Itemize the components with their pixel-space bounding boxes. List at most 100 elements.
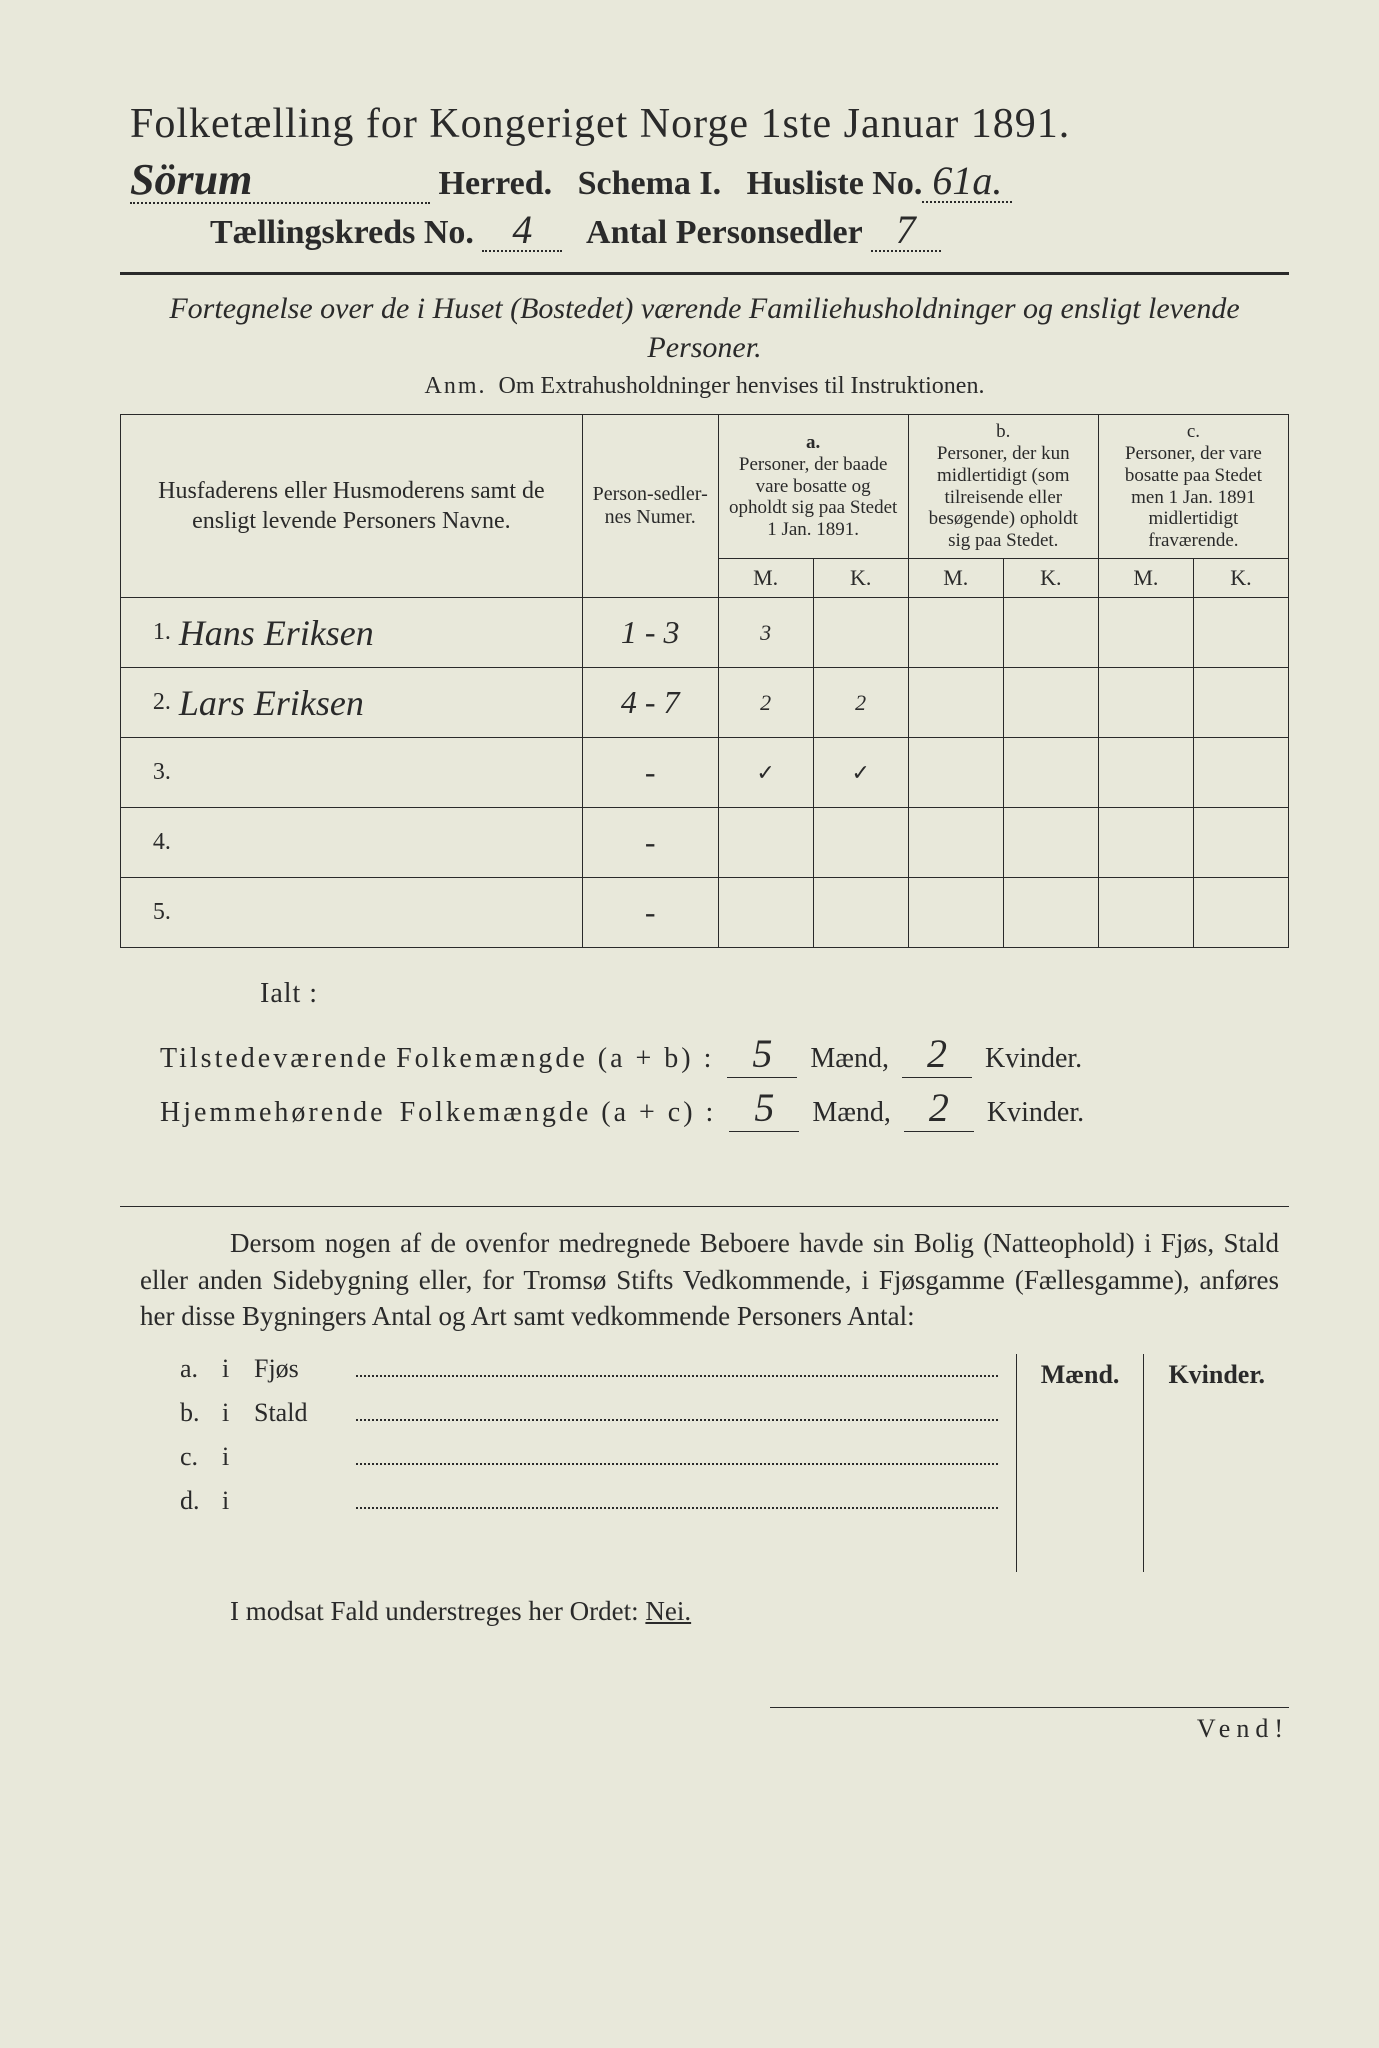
kreds-label: Tællingskreds No. bbox=[210, 214, 474, 251]
bldg-b-i: i bbox=[222, 1398, 242, 1428]
table-row: 5.- bbox=[121, 878, 1289, 948]
col-a-text: Personer, der baade vare bosatte og opho… bbox=[729, 454, 897, 541]
mk-kvinder: Kvinder. bbox=[1144, 1354, 1289, 1396]
husliste-label: Husliste No. bbox=[747, 165, 923, 202]
row-persnum: - bbox=[582, 738, 718, 808]
row-persnum: - bbox=[582, 878, 718, 948]
col-num: Person-sedler-nes Numer. bbox=[582, 415, 718, 598]
row-a-m: ✓ bbox=[718, 738, 813, 808]
nei-text: Nei. bbox=[645, 1596, 691, 1626]
row-name bbox=[175, 808, 582, 878]
sum1-a: Tilstedeværende bbox=[160, 1043, 389, 1074]
divider-2 bbox=[120, 1206, 1289, 1207]
row-name: Hans Eriksen bbox=[175, 598, 582, 668]
row-b-m bbox=[908, 598, 1003, 668]
col-a-label: a. bbox=[806, 432, 820, 453]
mk-table: Mænd. Kvinder. bbox=[1016, 1354, 1289, 1572]
col-a-m: M. bbox=[718, 559, 813, 598]
header-line-2: Tællingskreds No. 4 Antal Personsedler 7 bbox=[120, 210, 1289, 252]
row-name: Lars Eriksen bbox=[175, 668, 582, 738]
anm-line: Anm. Om Extrahusholdninger henvises til … bbox=[120, 373, 1289, 400]
col-b-h: b. Personer, der kun midlertidigt (som t… bbox=[908, 415, 1098, 559]
table-row: 4. - bbox=[121, 808, 1289, 878]
herred-label: Herred. bbox=[439, 165, 553, 202]
row-a-k bbox=[813, 808, 908, 878]
row-b-m bbox=[908, 808, 1003, 878]
bldg-b-n: Stald bbox=[254, 1398, 344, 1428]
mk-c-k bbox=[1144, 1484, 1289, 1528]
table-row: 1.Hans Eriksen1 - 33 bbox=[121, 598, 1289, 668]
modsat-line: I modsat Fald understreges her Ordet: Ne… bbox=[120, 1596, 1289, 1627]
table-row: 3.-✓✓ bbox=[121, 738, 1289, 808]
mk-b-m bbox=[1016, 1440, 1144, 1484]
row-persnum: 1 - 3 bbox=[582, 598, 718, 668]
row-persnum: - bbox=[582, 808, 718, 878]
table-row: 2.Lars Eriksen4 - 722 bbox=[121, 668, 1289, 738]
divider-1 bbox=[120, 272, 1289, 275]
row-a-m bbox=[718, 878, 813, 948]
mk-c-m bbox=[1016, 1484, 1144, 1528]
col-a-h: a. Personer, der baade vare bosatte og o… bbox=[718, 415, 908, 559]
row-c-k bbox=[1193, 808, 1288, 878]
modsat-text: I modsat Fald understreges her Ordet: bbox=[230, 1596, 639, 1626]
sum1-m: 5 bbox=[727, 1030, 797, 1078]
paper-sheet: Folketælling for Kongeriget Norge 1ste J… bbox=[120, 100, 1289, 2028]
dersom-text: Dersom nogen af de ovenfor medregnede Be… bbox=[120, 1225, 1289, 1334]
row-c-k bbox=[1193, 598, 1288, 668]
bldg-d-dots bbox=[356, 1491, 998, 1509]
col-c-m: M. bbox=[1098, 559, 1193, 598]
row-c-m bbox=[1098, 808, 1193, 878]
row-c-m bbox=[1098, 598, 1193, 668]
row-a-m bbox=[718, 808, 813, 878]
col-a-k: K. bbox=[813, 559, 908, 598]
maend-label-1: Mænd, bbox=[810, 1043, 889, 1074]
row-num: 2. bbox=[121, 668, 175, 738]
sum1-k: 2 bbox=[902, 1030, 972, 1078]
bldg-a-n: Fjøs bbox=[254, 1354, 344, 1384]
bldg-a-dots bbox=[356, 1359, 998, 1377]
col-c-label: c. bbox=[1187, 421, 1200, 442]
mk-maend: Mænd. bbox=[1016, 1354, 1144, 1396]
sum-line-1: Tilstedeværende Folkemængde (a + b) : 5 … bbox=[120, 1030, 1289, 1078]
row-name bbox=[175, 878, 582, 948]
ialt-label: Ialt : bbox=[120, 978, 1289, 1010]
row-b-k bbox=[1003, 668, 1098, 738]
col-b-text: Personer, der kun midlertidigt (som tilr… bbox=[929, 443, 1078, 551]
col-c-k: K. bbox=[1193, 559, 1288, 598]
mk-d-k bbox=[1144, 1528, 1289, 1572]
row-a-k bbox=[813, 878, 908, 948]
col-names-text: Husfaderens eller Husmoderens samt de en… bbox=[158, 478, 545, 534]
row-c-k bbox=[1193, 668, 1288, 738]
sum2-a: Hjemmehørende bbox=[160, 1097, 386, 1128]
row-name bbox=[175, 738, 582, 808]
sum1-b: Folkemængde (a + b) : bbox=[396, 1043, 714, 1074]
mk-d-m bbox=[1016, 1528, 1144, 1572]
sum2-k: 2 bbox=[904, 1084, 974, 1132]
row-num: 1. bbox=[121, 598, 175, 668]
herred-value: Sörum bbox=[130, 158, 430, 204]
col-c-text: Personer, der vare bosatte paa Stedet me… bbox=[1125, 443, 1262, 551]
bottom-grid: a. i Fjøs b. i Stald c. i bbox=[120, 1354, 1289, 1572]
antal-label: Antal Personsedler bbox=[586, 214, 862, 251]
col-b-k: K. bbox=[1003, 559, 1098, 598]
vend-label: Vend! bbox=[770, 1707, 1289, 1744]
husliste-value: 61a. bbox=[922, 161, 1012, 203]
kvinder-label-1: Kvinder. bbox=[985, 1043, 1082, 1074]
col-c-h: c. Personer, der vare bosatte paa Stedet… bbox=[1098, 415, 1288, 559]
mk-a-m bbox=[1016, 1396, 1144, 1440]
document-title: Folketælling for Kongeriget Norge 1ste J… bbox=[120, 100, 1289, 148]
row-c-k bbox=[1193, 878, 1288, 948]
bldg-d-i: i bbox=[222, 1486, 242, 1516]
row-a-m: 2 bbox=[718, 668, 813, 738]
bldg-row-d: d. i bbox=[180, 1486, 998, 1516]
bldg-d-l: d. bbox=[180, 1486, 210, 1516]
row-b-m bbox=[908, 738, 1003, 808]
page: Folketælling for Kongeriget Norge 1ste J… bbox=[0, 0, 1379, 2048]
row-c-m bbox=[1098, 668, 1193, 738]
row-c-m bbox=[1098, 878, 1193, 948]
row-b-k bbox=[1003, 878, 1098, 948]
row-num: 4. bbox=[121, 808, 175, 878]
row-b-k bbox=[1003, 808, 1098, 878]
anm-text: Om Extrahusholdninger henvises til Instr… bbox=[499, 373, 985, 399]
header-line-1: Sörum Herred. Schema I. Husliste No.61a. bbox=[120, 158, 1289, 204]
